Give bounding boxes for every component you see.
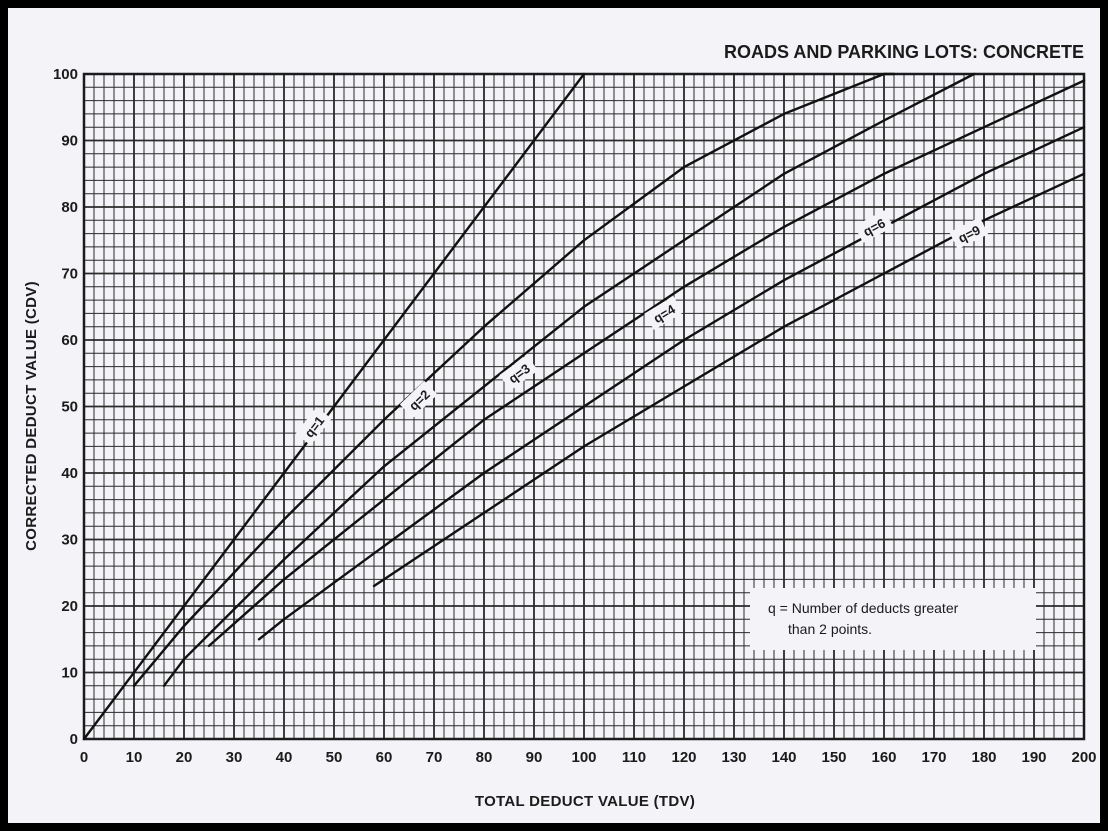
curve-label-bg bbox=[499, 355, 539, 391]
x-tick-label: 190 bbox=[1021, 749, 1046, 766]
curve-label-bg bbox=[949, 217, 989, 250]
x-tick-label: 30 bbox=[226, 749, 243, 766]
x-tick-label: 50 bbox=[326, 749, 343, 766]
curve-label-bg bbox=[295, 406, 332, 446]
y-tick-label: 50 bbox=[61, 399, 78, 416]
x-tick-label: 160 bbox=[871, 749, 896, 766]
legend-note-line-2: than 2 points. bbox=[788, 621, 872, 637]
series-q-3 bbox=[162, 72, 976, 687]
y-tick-label: 20 bbox=[61, 598, 78, 615]
curve-label-q-6: q=6 bbox=[854, 210, 894, 243]
x-tick-label: 120 bbox=[671, 749, 696, 766]
curve-label-q-3: q=3 bbox=[499, 355, 539, 391]
series-q-2 bbox=[132, 72, 896, 687]
x-tick-label: 20 bbox=[176, 749, 193, 766]
x-tick-label: 200 bbox=[1071, 749, 1096, 766]
y-tick-label: 10 bbox=[61, 665, 78, 682]
grid bbox=[82, 72, 1086, 741]
curve-label-bg bbox=[854, 210, 894, 243]
y-tick-label: 80 bbox=[61, 199, 78, 216]
curve-label-q-9: q=9 bbox=[949, 217, 989, 250]
y-tick-label: 100 bbox=[53, 66, 78, 83]
x-tick-label: 140 bbox=[771, 749, 796, 766]
legend-note: q = Number of deducts greater than 2 poi… bbox=[750, 588, 1036, 650]
curves bbox=[82, 72, 1086, 741]
x-tick-label: 150 bbox=[821, 749, 846, 766]
x-tick-label: 10 bbox=[126, 749, 143, 766]
x-tick-label: 110 bbox=[622, 749, 646, 766]
x-tick-label: 0 bbox=[80, 749, 88, 766]
tick-labels: 0 10 20 30 40 50 60 70 80 90 100 110 120 130 140 150 160… bbox=[53, 66, 1097, 766]
legend-note-line-1: q = Number of deducts greater bbox=[768, 600, 959, 616]
y-tick-label: 0 bbox=[70, 731, 78, 748]
cdv-chart: q=1q=2q=3q=4q=6 q=9 0 10 20 30 40 50 60 70 80 90 10… bbox=[23, 42, 1097, 810]
curve-label-q-2: q=2 bbox=[399, 380, 438, 419]
y-tick-label: 60 bbox=[61, 332, 78, 349]
series-q-4 bbox=[207, 79, 1086, 648]
chart-title: ROADS AND PARKING LOTS: CONCRETE bbox=[724, 42, 1084, 62]
legend-note-box bbox=[750, 588, 1036, 650]
x-tick-label: 60 bbox=[376, 749, 393, 766]
y-tick-label: 70 bbox=[61, 266, 78, 283]
curve-label-q-1: q=1 bbox=[295, 406, 332, 446]
x-tick-label: 130 bbox=[721, 749, 746, 766]
chart-frame: q=1 q=2 q=3 q=4 q=6 q=9 0 10 20 30 40 50 60 70 80 90 10… bbox=[8, 8, 1100, 823]
y-tick-label: 40 bbox=[61, 465, 78, 482]
y-tick-label: 30 bbox=[61, 532, 78, 549]
x-tick-label: 70 bbox=[426, 749, 443, 766]
series-q-1 bbox=[82, 72, 586, 741]
y-axis-title: CORRECTED DEDUCT VALUE (CDV) bbox=[23, 281, 40, 551]
x-tick-label: 170 bbox=[921, 749, 946, 766]
x-tick-label: 80 bbox=[476, 749, 493, 766]
x-tick-label: 180 bbox=[971, 749, 996, 766]
x-tick-label: 40 bbox=[276, 749, 293, 766]
curve-label-bg bbox=[644, 296, 684, 330]
x-tick-label: 100 bbox=[571, 749, 596, 766]
x-axis-title: TOTAL DEDUCT VALUE (TDV) bbox=[475, 793, 695, 810]
series-q-9 bbox=[372, 172, 1086, 588]
curve-label-bg bbox=[399, 380, 438, 419]
series-q-6 bbox=[257, 126, 1086, 641]
y-tick-label: 90 bbox=[61, 133, 78, 150]
x-tick-label: 90 bbox=[526, 749, 543, 766]
